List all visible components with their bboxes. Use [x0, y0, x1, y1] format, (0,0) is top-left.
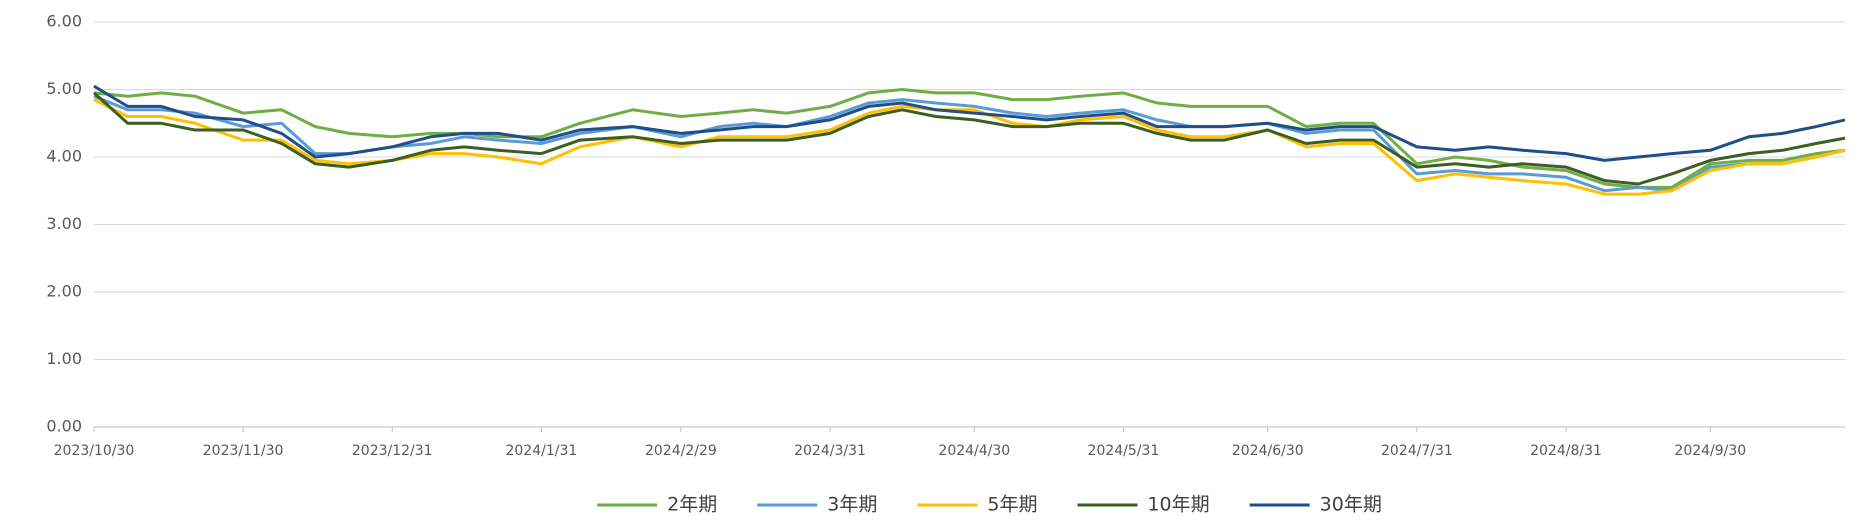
legend-label: 2年期	[667, 494, 717, 516]
legend-label: 30年期	[1320, 494, 1382, 516]
x-tick-label: 2024/2/29	[645, 443, 717, 459]
y-tick-label: 5.00	[46, 79, 82, 98]
series-line	[92, 91, 1846, 186]
series-line	[93, 88, 1846, 189]
legend-label: 3年期	[827, 494, 877, 516]
series-line	[93, 84, 1846, 162]
y-tick-label: 3.00	[46, 214, 82, 233]
x-tick-label: 2023/12/31	[352, 443, 433, 459]
legend-label: 5年期	[987, 494, 1037, 516]
legend: 2年期 3年期 5年期 10年期 30年期	[597, 494, 1382, 516]
y-tick-label: 1.00	[46, 349, 82, 368]
y-tick-label: 0.00	[46, 417, 82, 436]
x-tick-label: 2024/8/31	[1530, 443, 1602, 459]
legend-label: 10年期	[1147, 494, 1209, 516]
y-tick-label: 6.00	[46, 12, 82, 31]
x-tick-label: 2024/4/30	[938, 443, 1010, 459]
x-tick-label: 2024/1/31	[505, 443, 577, 459]
x-tick-label: 2024/3/31	[794, 443, 866, 459]
x-tick-label: 2023/11/30	[203, 443, 284, 459]
y-tick-label: 4.00	[46, 147, 82, 166]
x-tick-label: 2023/10/30	[54, 443, 135, 459]
y-tick-label: 2.00	[46, 282, 82, 301]
x-tick-label: 2024/7/31	[1381, 443, 1453, 459]
x-tick-label: 2024/6/30	[1232, 443, 1304, 459]
x-tick-label: 2024/5/31	[1088, 443, 1160, 459]
x-tick-label: 2024/9/30	[1674, 443, 1746, 459]
